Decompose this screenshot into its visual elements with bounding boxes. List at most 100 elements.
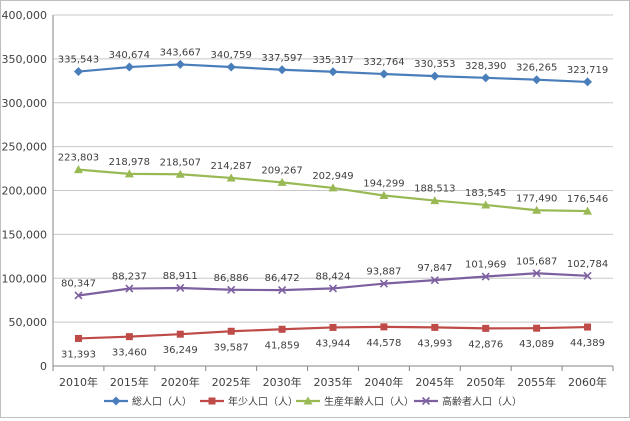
legend-label: 高齢者人口（人） (442, 395, 522, 408)
data-point (328, 183, 338, 192)
legend-label: 年少人口（人） (228, 395, 298, 408)
x-tick-label: 2045年 (415, 375, 454, 389)
series-plot (73, 59, 593, 342)
data-label: 183,545 (465, 188, 506, 199)
data-point (226, 62, 236, 72)
data-point (73, 165, 83, 174)
data-label: 340,759 (211, 50, 252, 61)
data-label: 43,944 (316, 338, 351, 349)
x-marker-stroke (328, 284, 338, 293)
x-marker-stroke (421, 396, 431, 406)
data-point (277, 65, 287, 75)
data-point (176, 283, 185, 293)
legend: 総人口（人） 年少人口（人） 生産年齢人口（人） 高齢者人口（人） (104, 395, 522, 408)
data-label: 332,764 (363, 57, 404, 68)
data-label: 343,667 (160, 47, 201, 58)
data-point (328, 284, 338, 293)
data-point (379, 279, 388, 288)
x-marker-stroke (481, 272, 490, 281)
data-label: 335,317 (312, 55, 353, 66)
data-point (124, 62, 134, 72)
data-label: 176,546 (567, 194, 608, 205)
data-label: 41,859 (265, 340, 300, 351)
legend-marker (421, 396, 431, 406)
y-tick-label: 0 (40, 360, 47, 373)
data-label: 86,886 (214, 273, 249, 284)
data-point (481, 272, 490, 281)
axes: 0 50,000 100,000 150,000 200,000 250,000 300,0… (2, 9, 614, 389)
data-label: 39,587 (214, 342, 249, 353)
data-label: 218,978 (109, 157, 150, 168)
data-point (74, 291, 83, 300)
data-label: 177,490 (516, 193, 557, 204)
data-point (175, 169, 185, 178)
data-label: 88,424 (316, 271, 351, 282)
data-label: 42,876 (468, 339, 503, 350)
data-point (125, 333, 133, 341)
data-label: 36,249 (163, 345, 198, 356)
series-4 (74, 269, 592, 300)
x-tick-label: 2035年 (314, 375, 353, 389)
data-point (431, 323, 439, 331)
y-tick-label: 350,000 (2, 53, 48, 66)
data-label: 218,507 (160, 157, 201, 168)
x-marker-stroke (74, 291, 83, 300)
data-point (278, 325, 286, 333)
y-tick-label: 200,000 (2, 185, 48, 198)
data-labels: 335,543 340,674 343,667 340,759 337,597 335,3… (58, 47, 608, 360)
data-point (482, 324, 490, 332)
data-point (176, 330, 184, 338)
data-point (481, 73, 491, 83)
data-label: 101,969 (465, 260, 506, 271)
data-label: 97,847 (417, 263, 452, 274)
x-marker-stroke (532, 269, 541, 278)
data-point (277, 177, 287, 186)
data-point (125, 284, 134, 293)
data-point (380, 323, 388, 331)
x-tick-label: 2025年 (212, 375, 251, 389)
y-tick-label: 50,000 (9, 316, 48, 329)
x-tick-label: 2010年 (59, 375, 98, 389)
y-tick-label: 100,000 (2, 272, 48, 285)
legend-item: 総人口（人） (104, 395, 192, 408)
data-label: 335,543 (58, 55, 99, 66)
x-marker-stroke (379, 279, 388, 288)
data-label: 43,993 (417, 338, 452, 349)
data-point (328, 67, 338, 77)
data-label: 323,719 (567, 65, 608, 76)
data-label: 337,597 (261, 53, 302, 64)
data-label: 93,887 (366, 267, 401, 278)
legend-marker (303, 396, 313, 405)
x-tick-label: 2055年 (517, 375, 556, 389)
x-marker-stroke (227, 285, 236, 294)
data-label: 102,784 (567, 259, 608, 270)
data-label: 44,389 (570, 338, 605, 349)
data-label: 43,089 (519, 339, 554, 350)
legend-label: 生産年齢人口（人） (324, 395, 414, 408)
data-point (532, 205, 542, 214)
y-tick-label: 400,000 (2, 9, 48, 22)
data-point (175, 59, 185, 69)
data-point (278, 286, 287, 295)
data-point (430, 276, 439, 285)
x-marker-stroke (278, 286, 287, 295)
data-point (379, 191, 389, 200)
legend-label: 総人口（人） (132, 395, 192, 408)
data-label: 86,472 (265, 273, 300, 284)
data-point (583, 271, 592, 280)
series-3 (73, 165, 593, 215)
data-label: 328,390 (465, 61, 506, 72)
x-tick-label: 2015年 (110, 375, 149, 389)
data-point (74, 334, 82, 342)
data-label: 88,237 (112, 272, 147, 283)
x-marker-stroke (430, 276, 439, 285)
data-point (73, 67, 83, 77)
data-label: 209,267 (261, 165, 302, 176)
data-point (430, 71, 440, 81)
x-marker-stroke (583, 271, 592, 280)
data-point (584, 323, 592, 331)
legend-item: 高齢者人口（人） (414, 395, 522, 408)
data-point (124, 169, 134, 178)
